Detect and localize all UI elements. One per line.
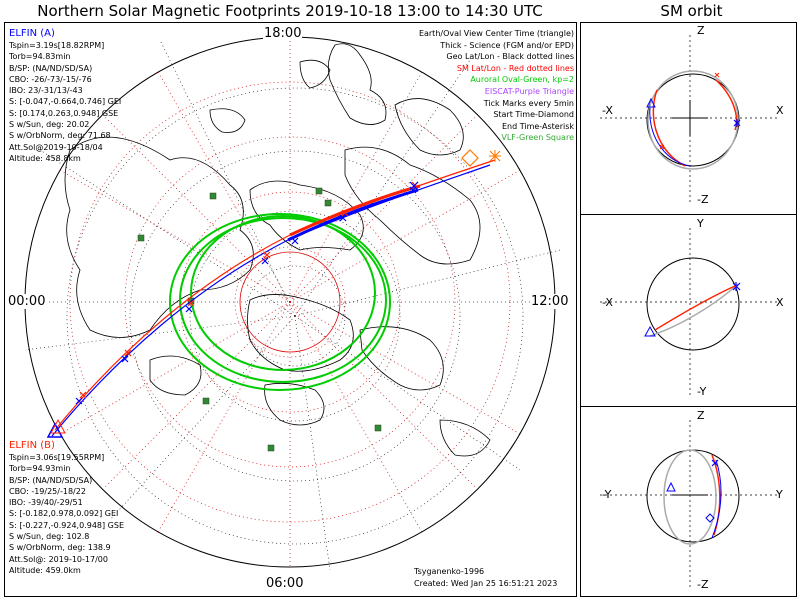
hour-label-right: 12:00 — [530, 294, 570, 309]
vlf-square — [324, 199, 332, 207]
vlf-square — [202, 397, 210, 405]
orbit1-right-label: X — [776, 104, 784, 117]
orbit2-left-label: -X — [602, 296, 613, 309]
orbit1-left-label: -X — [602, 104, 613, 117]
map-legend: Earth/Oval View Center Time (triangle) T… — [419, 28, 574, 144]
vlf-square — [374, 424, 382, 432]
legend-item: Tick Marks every 5min — [483, 98, 574, 108]
legend-item: Earth/Oval View Center Time (triangle) — [418, 29, 574, 38]
orbit-panels-frame — [580, 22, 797, 597]
orbit1-bottom-label: -Z — [697, 193, 709, 206]
info-line: Tspin=3.06s[19.55RPM] — [9, 453, 105, 462]
elfin-a-header: ELFIN (A) — [9, 28, 55, 39]
vlf-square — [209, 192, 217, 200]
info-line: S w/OrbNorm, deg: 138.9 — [9, 543, 111, 553]
legend-item: VLF-Green Square — [501, 133, 574, 143]
orbit-panel-separator — [580, 406, 797, 407]
end-diamond — [461, 149, 479, 167]
vlf-stations — [137, 187, 382, 452]
vlf-square — [267, 444, 275, 452]
info-line: IBO: -39/40/-29/51 — [9, 498, 83, 508]
legend-item: Geo Lat/Lon - Black dotted lines — [446, 52, 574, 62]
orbit1-top-label: Z — [697, 24, 705, 37]
orbit3-top-label: Z — [697, 409, 705, 422]
orbit-title: SM orbit — [660, 2, 723, 20]
footprint-map-frame — [4, 22, 577, 597]
vlf-square — [137, 234, 145, 242]
orbit-panel-xy — [600, 228, 780, 395]
elfin-b-center-triangle — [50, 418, 66, 434]
info-line: S w/Sun, deg: 20.02 — [9, 120, 90, 130]
info-line: IBO: 23/-31/13/-43 — [9, 86, 83, 96]
legend-item: End Time-Asterisk — [501, 121, 574, 131]
legend-item: EISCAT-Purple Triangle — [484, 86, 574, 96]
model-credit: Tsyganenko-1996 — [414, 567, 485, 576]
orbit-panel-yz — [600, 420, 780, 590]
auroral-ovals — [169, 213, 391, 391]
end-asterisk-red — [489, 150, 501, 162]
info-line: Altitude: 459.0km — [9, 565, 81, 575]
elfin-b-info: ELFIN (B) Tspin=3.06s[19.55RPM] Torb=94.… — [9, 440, 124, 576]
info-line: Torb=94.83min — [9, 52, 71, 62]
elfin-a-info: ELFIN (A) Tspin=3.19s[18.82RPM] Torb=94.… — [9, 28, 121, 164]
info-line: Att.Sol@: 2019-10-17/00 — [9, 554, 108, 564]
hour-label-left: 00:00 — [7, 294, 47, 309]
info-line: Torb=94.93min — [9, 464, 71, 474]
info-line: CBO: -19/25/-18/22 — [9, 486, 86, 496]
info-line: S: [-0.047,-0.664,0.746] GEI — [9, 97, 122, 107]
vlf-square — [315, 187, 323, 195]
sm-inner-circle — [239, 251, 341, 353]
elfin-a-track — [51, 164, 491, 437]
info-line: Att.Sol@2019-10-18/04 — [9, 142, 103, 152]
legend-item: SM Lat/Lon - Red dotted lines — [456, 63, 574, 73]
info-line: CBO: -26/-73/-15/-76 — [9, 74, 92, 84]
start-asterisk-blue — [409, 181, 419, 191]
created-timestamp: Created: Wed Jan 25 16:51:21 2023 — [414, 579, 558, 588]
elfin-b-science-track — [289, 184, 421, 237]
orbit-panel-separator — [580, 214, 797, 215]
info-line: B/SP: (NA/ND/SD/SA) — [9, 63, 93, 73]
orbit-panel-xz — [600, 35, 780, 205]
elfin-a-center-triangle — [46, 422, 64, 438]
info-line: S w/OrbNorm, deg: 71.68 — [9, 131, 111, 141]
orbit3-right-label: Y — [776, 488, 783, 501]
legend-item: Auroral Oval-Green, kp=2 — [470, 75, 574, 85]
info-line: S w/Sun, deg: 102.8 — [9, 532, 90, 542]
orbit3-bottom-label: -Z — [697, 578, 709, 591]
elfin-a-science-track — [287, 188, 419, 242]
legend-item: Thick - Science (FGM and/or EPD) — [440, 40, 574, 50]
orbit2-bottom-label: -Y — [697, 385, 707, 398]
map-title: Northern Solar Magnetic Footprints 2019-… — [37, 2, 543, 20]
legend-item: Start Time-Diamond — [493, 110, 574, 120]
elfin-b-track — [54, 159, 496, 431]
orbit3-left-label: -Y — [602, 488, 612, 501]
orbit2-top-label: Y — [697, 217, 704, 230]
info-line: Tspin=3.19s[18.82RPM] — [9, 41, 105, 50]
hour-label-bottom: 06:00 — [265, 576, 305, 591]
info-line: S: [0.174,0.263,0.948] GSE — [9, 108, 119, 118]
sm-grid — [25, 37, 555, 567]
elfin-b-header: ELFIN (B) — [9, 440, 55, 451]
hour-label-top: 18:00 — [263, 26, 303, 41]
info-line: S: [-0.182,0.978,0.092] GEI — [9, 509, 119, 519]
info-line: Altitude: 458.8km — [9, 153, 81, 163]
info-line: S: [-0.227,-0.924,0.948] GSE — [9, 520, 124, 530]
info-line: B/SP: (NA/ND/SD/SA) — [9, 475, 93, 485]
orbit2-right-label: X — [776, 296, 784, 309]
track-ticks — [75, 181, 419, 405]
